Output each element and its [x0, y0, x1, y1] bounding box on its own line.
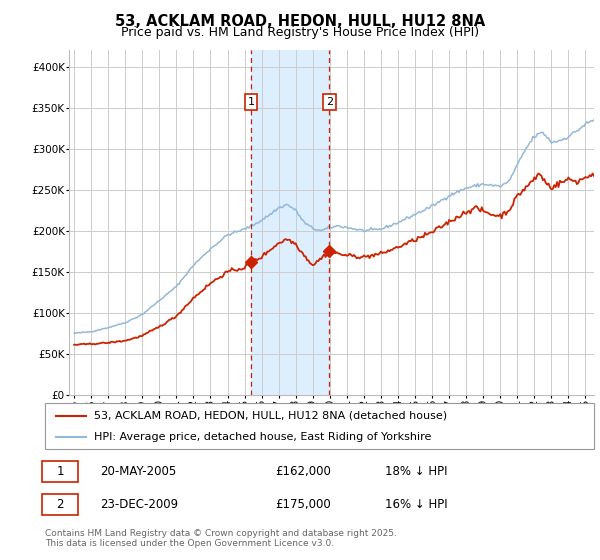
- Text: 20-MAY-2005: 20-MAY-2005: [100, 465, 176, 478]
- Text: 18% ↓ HPI: 18% ↓ HPI: [385, 465, 448, 478]
- Text: 53, ACKLAM ROAD, HEDON, HULL, HU12 8NA (detached house): 53, ACKLAM ROAD, HEDON, HULL, HU12 8NA (…: [94, 410, 448, 421]
- FancyBboxPatch shape: [42, 494, 78, 515]
- Text: 2: 2: [56, 498, 64, 511]
- Bar: [251, 50, 329, 395]
- Text: 1: 1: [56, 465, 64, 478]
- FancyBboxPatch shape: [42, 461, 78, 482]
- Text: 53, ACKLAM ROAD, HEDON, HULL, HU12 8NA: 53, ACKLAM ROAD, HEDON, HULL, HU12 8NA: [115, 14, 485, 29]
- Text: 2: 2: [326, 97, 333, 107]
- Text: Contains HM Land Registry data © Crown copyright and database right 2025.
This d: Contains HM Land Registry data © Crown c…: [45, 529, 397, 548]
- Text: 16% ↓ HPI: 16% ↓ HPI: [385, 498, 448, 511]
- Text: 1: 1: [248, 97, 254, 107]
- Text: 23-DEC-2009: 23-DEC-2009: [100, 498, 178, 511]
- Text: Price paid vs. HM Land Registry's House Price Index (HPI): Price paid vs. HM Land Registry's House …: [121, 26, 479, 39]
- Text: £175,000: £175,000: [275, 498, 331, 511]
- Text: £162,000: £162,000: [275, 465, 331, 478]
- Text: HPI: Average price, detached house, East Riding of Yorkshire: HPI: Average price, detached house, East…: [94, 432, 432, 442]
